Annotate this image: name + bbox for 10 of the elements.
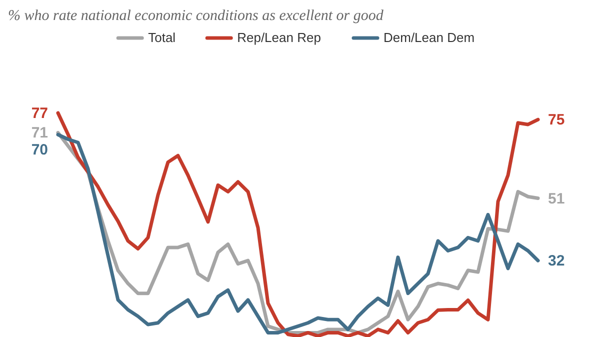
data-label: 70 <box>31 142 48 159</box>
data-label: 75 <box>548 112 565 129</box>
legend-label: Dem/Lean Dem <box>384 30 475 45</box>
data-label: 77 <box>31 105 48 122</box>
data-label: 71 <box>31 124 48 142</box>
legend-label: Total <box>148 30 176 45</box>
data-label: 32 <box>548 252 565 270</box>
legend-label: Rep/Lean Rep <box>237 30 321 45</box>
data-label: 51 <box>548 190 565 208</box>
chart-subtitle: % who rate national economic conditions as excellent or good <box>8 8 384 24</box>
